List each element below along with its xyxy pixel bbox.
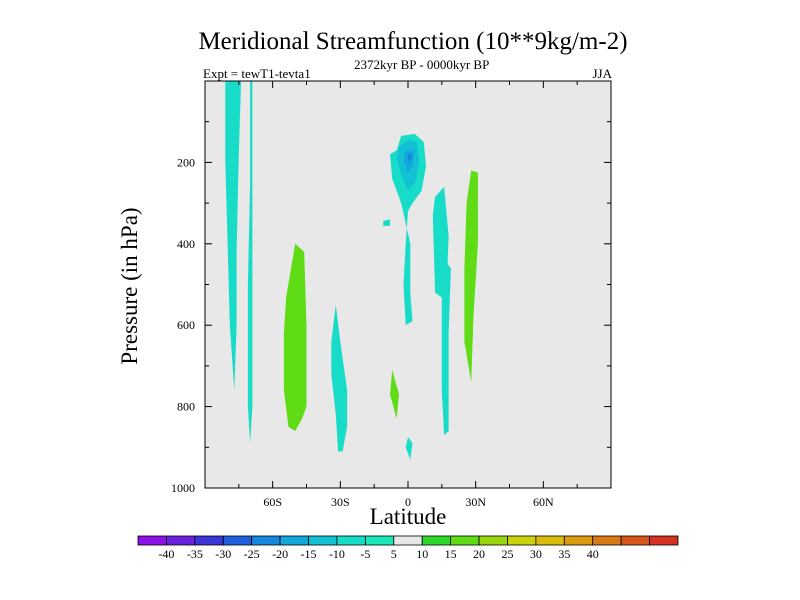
colorbar-label: -10 — [329, 547, 345, 561]
colorbar-box-9 — [393, 535, 423, 546]
colorbar-box-14 — [535, 535, 565, 546]
colorbar-box-12 — [478, 535, 508, 546]
season-label: JJA — [592, 66, 612, 81]
contour-region-1 — [247, 81, 253, 444]
x-tick-label: 60N — [533, 495, 554, 509]
contour-region-12 — [441, 256, 451, 436]
colorbar-label: 20 — [473, 547, 485, 561]
colorbar-box-4 — [251, 535, 281, 546]
y-tick-label: 400 — [177, 237, 195, 251]
colorbar-box-3 — [222, 535, 253, 546]
y-tick-label: 200 — [177, 155, 195, 169]
colorbar-label: 15 — [445, 547, 457, 561]
colorbar-box-7 — [336, 535, 366, 546]
colorbar-label: -15 — [301, 547, 317, 561]
x-tick-label: 0 — [405, 495, 411, 509]
colorbar-box-17 — [620, 535, 650, 546]
colorbar-box-10 — [421, 535, 452, 546]
colorbar-box-16 — [592, 535, 622, 546]
experiment-label: Expt = tewT1-tevta1 — [203, 66, 311, 81]
contour-region-8 — [383, 219, 390, 226]
colorbar-label: -40 — [158, 547, 174, 561]
contour-region-9 — [390, 370, 399, 419]
chart-title: Meridional Streamfunction (10**9kg/m-2) — [198, 28, 628, 55]
contour-region-3 — [331, 304, 348, 452]
contour-region-2 — [283, 243, 307, 431]
colorbar-box-1 — [166, 535, 196, 546]
colorbar-label: 10 — [416, 547, 428, 561]
colorbar-label: -25 — [244, 547, 260, 561]
colorbar-box-8 — [364, 535, 395, 546]
colorbar-box-2 — [194, 535, 224, 546]
colorbar-box-11 — [450, 535, 480, 546]
contour-region-13 — [464, 170, 478, 383]
colorbar-label: 30 — [530, 547, 542, 561]
contour-region-4 — [390, 133, 426, 326]
contour-region-0 — [225, 81, 242, 391]
colorbar-label: -30 — [215, 547, 231, 561]
colorbar-label: -20 — [272, 547, 288, 561]
x-axis-label: Latitude — [369, 504, 447, 529]
colorbar-label: -5 — [360, 547, 370, 561]
colorbar-box-13 — [507, 535, 537, 546]
y-tick-label: 600 — [177, 318, 195, 332]
period-label: 2372kyr BP - 0000kyr BP — [354, 57, 490, 72]
x-tick-label: 30N — [465, 495, 486, 509]
colorbar-label: 5 — [391, 547, 397, 561]
colorbar-label: 35 — [558, 547, 570, 561]
contour-region-7 — [408, 153, 413, 162]
x-tick-label: 60S — [263, 495, 282, 509]
x-tick-label: 30S — [331, 495, 350, 509]
y-tick-label: 800 — [177, 400, 195, 414]
colorbar-box-6 — [308, 535, 338, 546]
colorbar-label: 25 — [501, 547, 513, 561]
colorbar-label: -35 — [187, 547, 203, 561]
contour-region-10 — [405, 437, 413, 460]
colorbar-box-0 — [137, 535, 167, 546]
colorbar-box-18 — [649, 535, 679, 546]
colorbar-box-15 — [563, 535, 594, 546]
colorbar-box-5 — [279, 535, 309, 546]
colorbar-label: 40 — [587, 547, 599, 561]
y-tick-label: 1000 — [171, 481, 195, 495]
